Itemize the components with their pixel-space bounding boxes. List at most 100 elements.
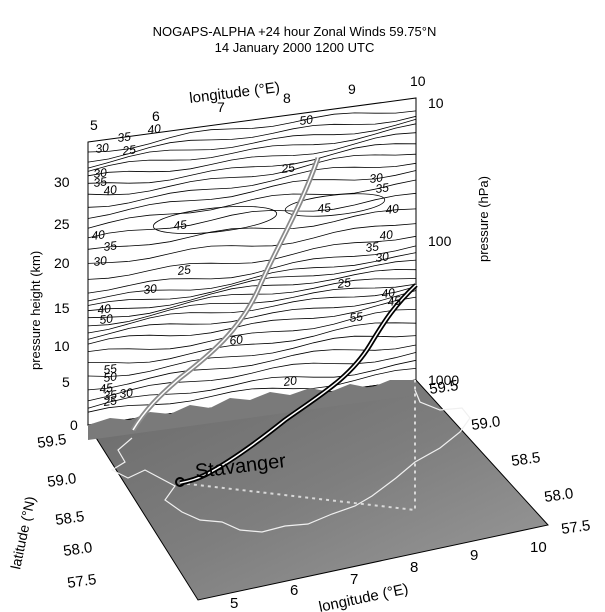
pressure-label: pressure (hPa) [476,176,491,262]
contour-line [87,123,417,172]
contour-label-left: 30 [93,253,108,269]
contour-line [87,192,417,239]
contour-label-left: 35 [103,238,118,254]
contour-label-right: 40 [379,227,394,243]
right-latitude-tick: 59.0 [470,413,501,434]
contour-line [87,179,417,229]
contour-line [87,115,417,163]
contour-label-interior: 60 [229,332,244,348]
bottom-longitude-tick: 7 [350,571,358,588]
contour-line [87,286,417,334]
left-latitude-tick: 59.5 [36,431,67,452]
contour-label-top: 40 [147,121,162,137]
bottom-longitude-tick: 9 [470,547,478,564]
contour-label-left: 40 [91,227,106,243]
height-tick: 25 [54,216,70,232]
trajectory-gray-core [132,157,319,431]
figure-title-line1: NOGAPS-ALPHA +24 hour Zonal Winds 59.75°… [152,24,437,39]
pressure-tick: 100 [428,233,452,249]
contour-label-left: 40 [103,182,118,198]
contour-label-top: 50 [299,112,314,128]
top-longitude-tick: 7 [217,99,225,115]
right-latitude-tick: 58.5 [510,449,541,470]
contour-label-left: 30 [93,165,108,181]
contour-label-left: 50 [99,311,114,327]
contour-label-right: 35 [375,180,390,196]
contour-label-left: 55 [103,361,118,377]
contour-label-right: 40 [381,285,396,301]
terrain-back-edge [88,380,416,440]
figure-title-line2: 14 January 2000 1200 UTC [214,40,375,55]
contour-label-left: 50 [103,369,118,385]
pressure-tick: 1000 [428,372,459,388]
contour-label-top: 30 [95,140,110,156]
contour-loop [284,193,386,217]
pressure-tick: 10 [428,95,444,111]
bottom-longitude-tick: 8 [410,559,418,576]
contour-lines [87,110,417,413]
coastline [110,389,471,533]
height-tick: 0 [70,417,78,433]
contour-line [87,153,417,196]
contour-line [87,110,417,153]
contour-line [87,269,417,312]
latitude-label: latitude (°N) [7,495,38,571]
bottom-longitude-label: longitude (°E) [317,580,410,612]
contour-label-top: 35 [117,129,132,145]
trajectory-black-core [179,284,417,484]
contour-label-right: 45 [387,293,402,309]
bottom-longitude-tick: 10 [530,539,547,556]
contour-line [87,296,417,345]
contour-label-left: 45 [99,380,114,396]
height-tick: 5 [62,374,70,390]
contour-line [87,309,417,352]
right-latitude-tick: 59.5 [428,377,459,398]
contour-label-right: 55 [349,309,364,325]
contour-line [87,118,417,169]
top-longitude-tick: 5 [90,117,98,133]
top-longitude-label: longitude (°E) [188,79,280,107]
contour-line [87,245,417,294]
bottom-longitude-tick: 5 [230,595,238,612]
contour-line [87,132,417,177]
height-label: pressure height (km) [28,251,43,370]
contour-label-interior: 25 [176,262,192,278]
contour-label-left: 25 [102,393,118,409]
top-longitude-tick: 10 [410,73,426,89]
bottom-longitude-tick: 6 [290,582,298,599]
contour-label-left: 30 [119,385,134,401]
contour-line [87,223,417,264]
top-longitude-tick: 8 [283,90,291,106]
contour-line [88,322,417,364]
contour-line [87,259,417,306]
contour-line [87,252,417,302]
terrain-plane [87,379,549,601]
left-latitude-tick: 58.5 [54,508,85,529]
contour-line [87,344,417,391]
contour-line [87,368,417,413]
top-longitude-tick: 6 [152,108,160,124]
contour-label-left: 35 [103,387,118,403]
contour-label-left: 35 [93,174,108,190]
left-latitude-tick: 57.5 [66,571,97,592]
contour-label-top: 25 [121,142,137,158]
contour-label-interior: 45 [317,200,332,216]
left-latitude-tick: 59.0 [46,470,77,491]
contour-label-interior: 25 [280,160,296,176]
contour-label-right: 30 [369,170,384,186]
height-tick: 20 [54,255,70,271]
contour-line [87,278,417,319]
right-latitude-tick: 58.0 [543,485,574,506]
contour-label-interior: 20 [282,373,298,389]
contour-line [87,235,417,280]
contour-line [87,290,417,340]
contour-line [87,352,417,402]
contour-label-right: 35 [365,239,380,255]
right-latitude-tick: 57.5 [560,517,591,538]
contour-line [87,143,417,184]
height-tick: 30 [54,174,70,190]
contour-line [87,162,417,208]
